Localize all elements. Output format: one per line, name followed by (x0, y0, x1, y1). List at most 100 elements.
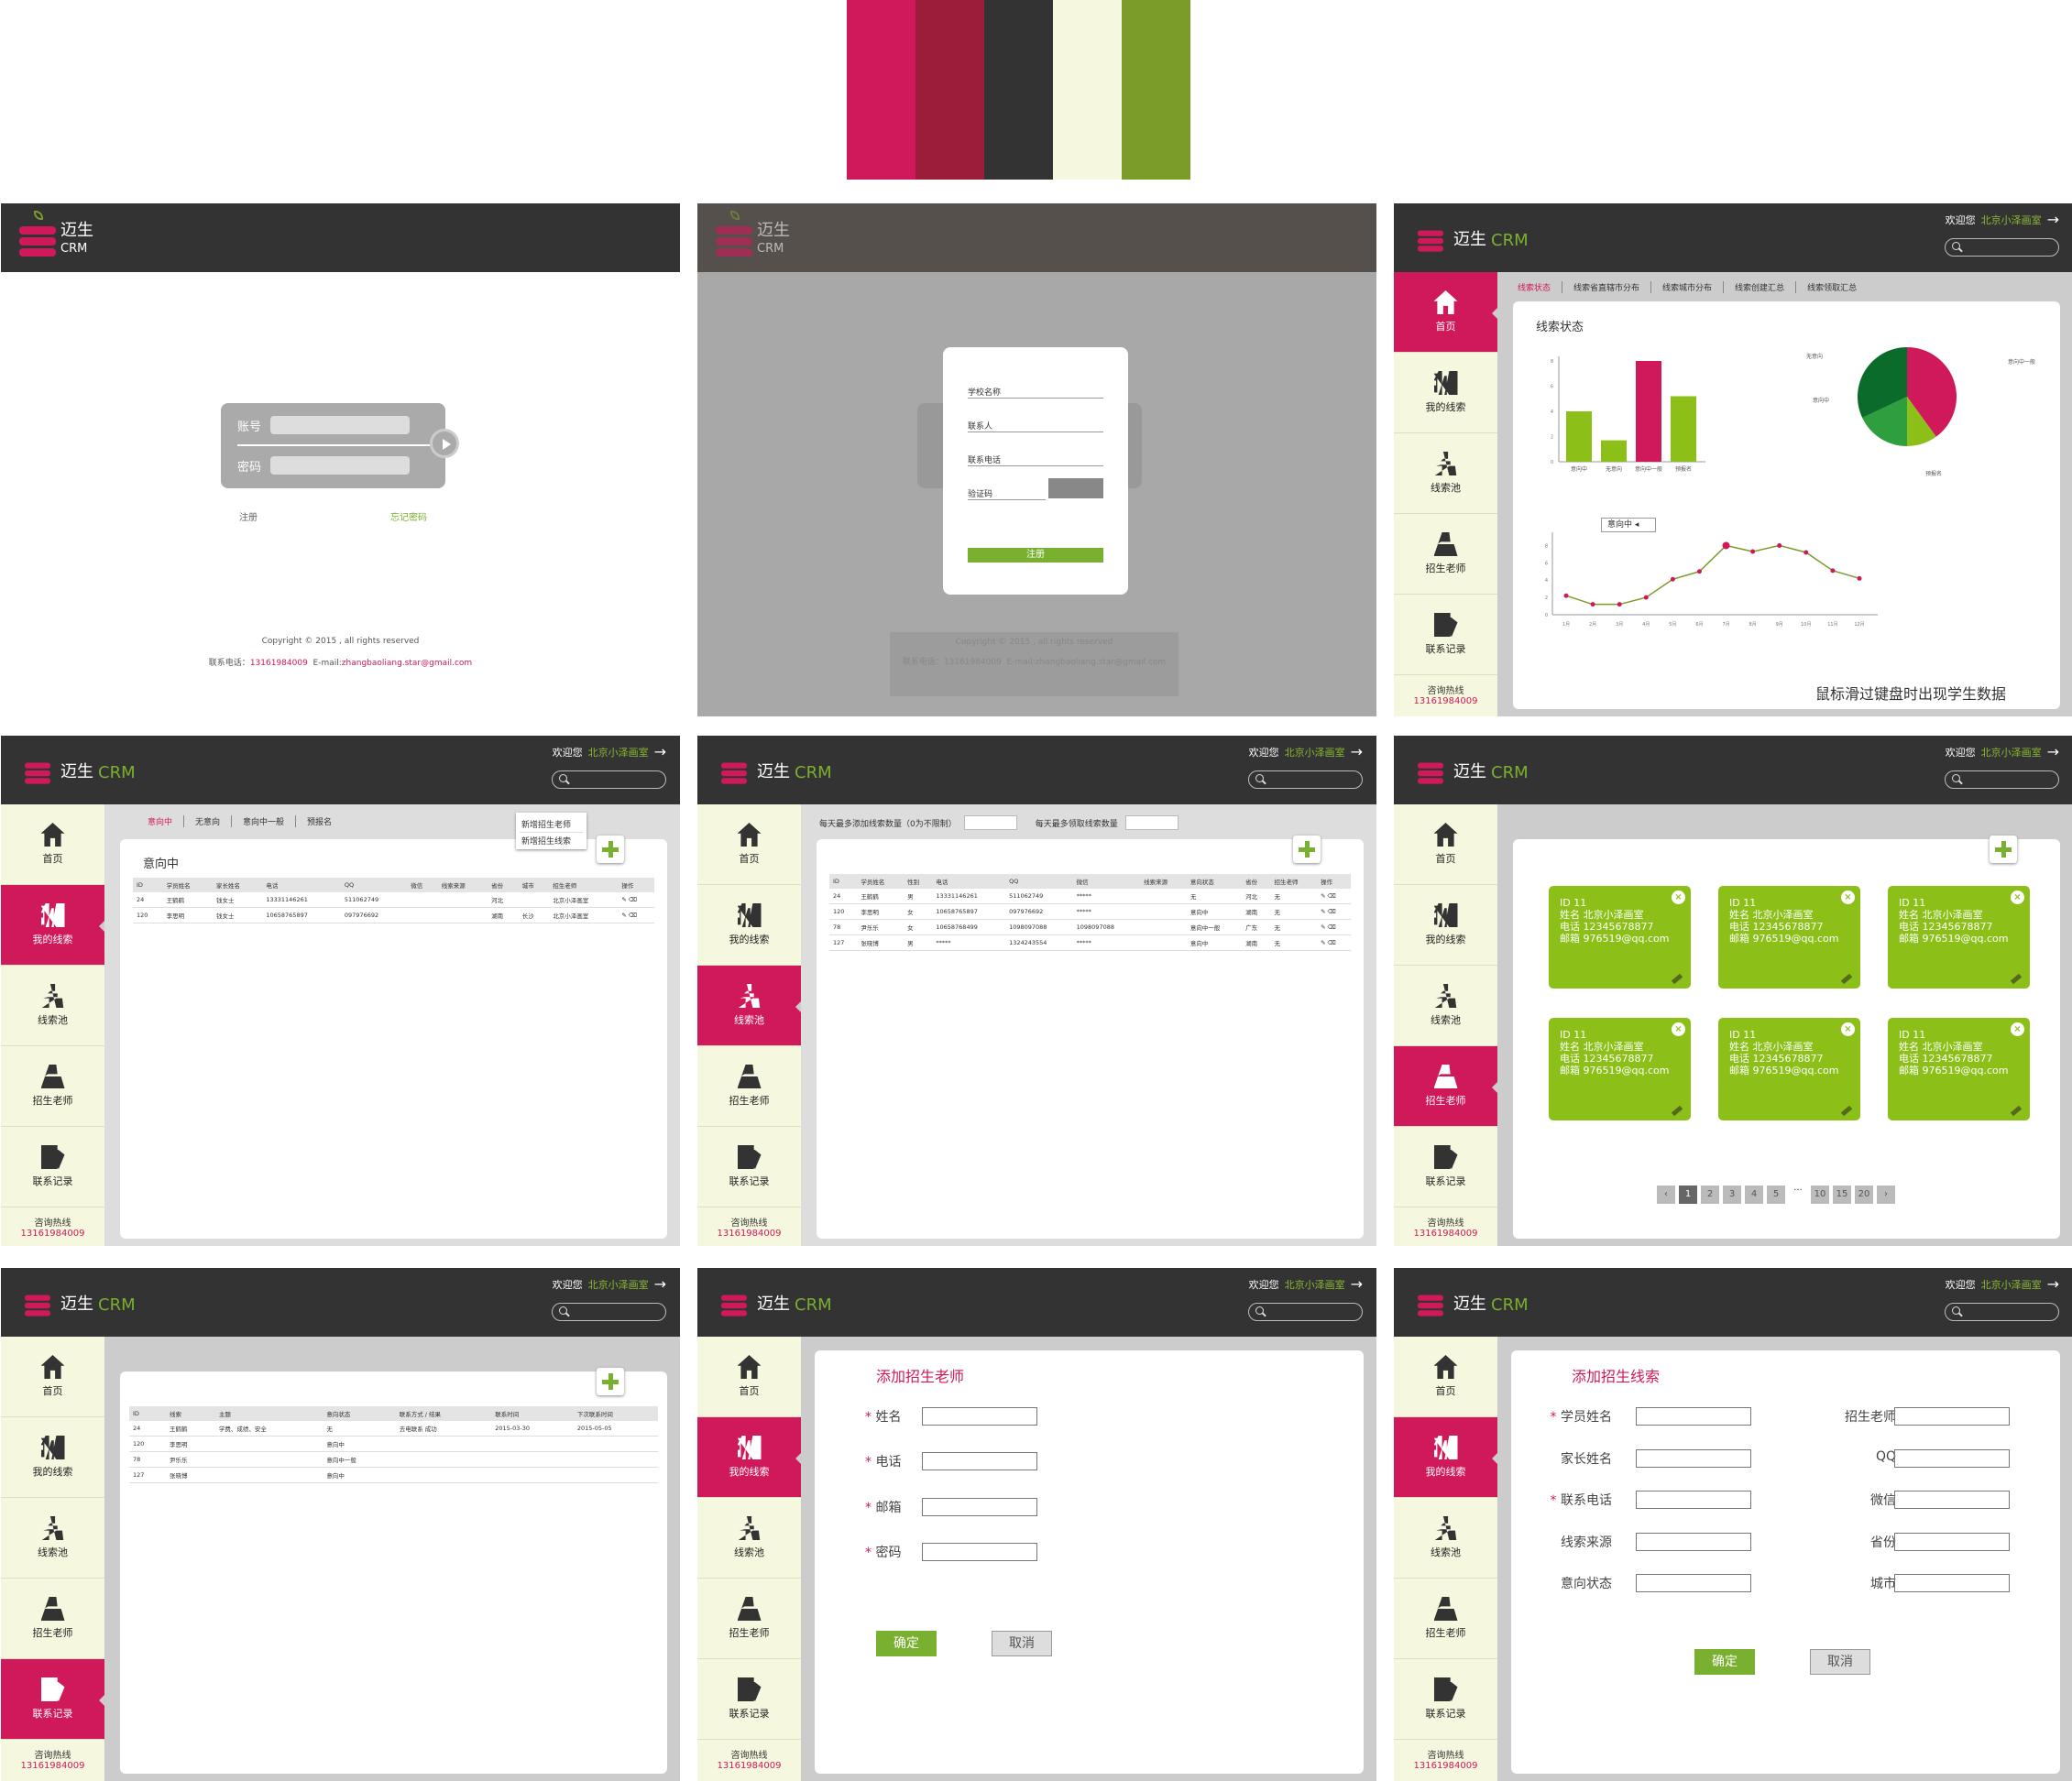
close-icon[interactable]: × (1672, 1022, 1685, 1036)
table-row[interactable]: 127 张晓博男 ***** 1324243554 ***** 意向中 湖南无 ✎ ⌫ (829, 934, 1351, 951)
captcha-image[interactable] (1048, 478, 1103, 498)
teacher-card[interactable]: ID 11 姓名 北京小泽画室 电话 12345678877 邮箱 976519@qq… (1718, 886, 1860, 989)
add-button[interactable] (597, 836, 624, 863)
limit-add-input[interactable] (963, 815, 1017, 830)
nav-teachers[interactable]: 招生老师 (1394, 1579, 1497, 1659)
search-input[interactable] (1945, 238, 2059, 257)
table-row[interactable]: 78 尹乐乐 意向中一般 (129, 1451, 658, 1468)
table-row[interactable]: 120 李思明 钱女士 10658765897 097976692 湖南 长沙 北京小泽画室 ✎… (133, 907, 654, 923)
tab-no-intent[interactable]: 无意向 (184, 815, 233, 827)
nav-home[interactable]: 首页 (1, 804, 104, 885)
clue-field-input[interactable] (1636, 1532, 1751, 1551)
edit-icon[interactable] (2010, 1105, 2023, 1117)
nav-clue-pool[interactable]: 线索池 (1, 966, 104, 1046)
email-input[interactable] (922, 1498, 1037, 1516)
name-input[interactable] (922, 1407, 1037, 1426)
edit-icon[interactable] (1840, 973, 1853, 985)
table-row[interactable]: 24 王鹤鹤男 13331146261 511062749 ***** 无河北无 ✎ ⌫ (829, 889, 1351, 904)
search-input[interactable] (552, 770, 666, 789)
clue-field-input[interactable] (1894, 1491, 2010, 1509)
close-icon[interactable]: × (1672, 890, 1685, 904)
page-10[interactable]: 10 (1811, 1186, 1829, 1204)
phone-input[interactable] (968, 465, 1103, 466)
nav-records[interactable]: 联系记录 (1, 1659, 105, 1740)
nav-teachers[interactable]: 招生老师 (1, 1579, 104, 1659)
nav-my-clues[interactable]: 我的线索 (697, 1417, 802, 1498)
edit-icon[interactable] (1671, 973, 1683, 985)
register-submit-button[interactable]: 注册 (968, 548, 1103, 563)
nav-home[interactable]: 首页 (1394, 804, 1497, 885)
clue-field-input[interactable] (1636, 1491, 1751, 1509)
teacher-card[interactable]: ID 11 姓名 北京小泽画室 电话 12345678877 邮箱 976519@qq… (1718, 1018, 1860, 1120)
tab-city[interactable]: 线索城市分布 (1651, 281, 1725, 293)
logout-icon[interactable]: → (1350, 1275, 1363, 1293)
page-3[interactable]: 3 (1723, 1186, 1741, 1204)
clue-field-input[interactable] (1894, 1448, 2010, 1468)
add-teacher-item[interactable]: 新增招生老师 (521, 821, 572, 830)
confirm-button[interactable]: 确定 (1694, 1649, 1755, 1675)
nav-my-clues[interactable]: 我的线索 (1, 885, 105, 966)
logout-icon[interactable]: → (2046, 211, 2059, 228)
cancel-button[interactable]: 取消 (992, 1631, 1052, 1656)
page-5[interactable]: 5 (1767, 1186, 1785, 1204)
logout-icon[interactable]: → (653, 743, 666, 760)
table-row[interactable]: 120 李思明女 10658765897 097976692 ***** 意向中 湖南无 ✎ … (829, 903, 1351, 920)
next-page-button[interactable]: › (1877, 1186, 1895, 1204)
nav-clue-pool[interactable]: 线索池 (1394, 1498, 1497, 1579)
close-icon[interactable]: × (1841, 890, 1855, 904)
add-clue-item[interactable]: 新增招生线索 (520, 832, 583, 848)
table-row[interactable]: 24 王鹤鹤 学费、成绩、安全无去电联系 成功 2015-03-30 2015-05-0… (129, 1421, 658, 1437)
page-2[interactable]: 2 (1701, 1186, 1719, 1204)
nav-home[interactable]: 首页 (1, 1337, 104, 1417)
clue-field-input[interactable] (1636, 1407, 1751, 1426)
page-15[interactable]: 15 (1833, 1186, 1851, 1204)
clue-field-input[interactable] (1894, 1407, 2010, 1426)
edit-icon[interactable] (1671, 1105, 1683, 1117)
nav-home[interactable]: 首页 (1394, 1337, 1497, 1417)
nav-teachers[interactable]: 招生老师 (1394, 514, 1497, 595)
teacher-card[interactable]: ID 11 姓名 北京小泽画室 电话 12345678877 邮箱 976519@qq… (1549, 886, 1691, 989)
nav-home[interactable]: 首页 (1394, 272, 1498, 353)
clue-field-input[interactable] (1894, 1574, 2010, 1592)
tab-created[interactable]: 线索创建汇总 (1724, 281, 1797, 293)
search-input[interactable] (552, 1303, 666, 1321)
search-input[interactable] (1945, 770, 2059, 789)
close-icon[interactable]: × (1841, 1022, 1855, 1036)
password-input[interactable] (922, 1543, 1037, 1561)
logout-icon[interactable]: → (2046, 743, 2059, 760)
nav-teachers[interactable]: 招生老师 (1394, 1046, 1498, 1127)
table-row[interactable]: 120 李思明 意向中 (129, 1436, 658, 1452)
row-actions[interactable]: ✎ ⌫ (1317, 889, 1351, 904)
row-actions[interactable]: ✎ ⌫ (1317, 919, 1351, 935)
clue-field-input[interactable] (1636, 1574, 1751, 1592)
limit-get-input[interactable] (1124, 815, 1179, 830)
row-actions[interactable]: ✎ ⌫ (618, 892, 654, 908)
nav-records[interactable]: 联系记录 (697, 1659, 801, 1740)
close-icon[interactable]: × (2011, 1022, 2024, 1036)
row-actions[interactable]: ✎ ⌫ (1317, 903, 1351, 920)
teacher-card[interactable]: ID 11 姓名 北京小泽画室 电话 12345678877 邮箱 976519@qq… (1888, 886, 2030, 989)
captcha-input[interactable] (968, 499, 1046, 500)
nav-teachers[interactable]: 招生老师 (697, 1046, 801, 1127)
tab-province[interactable]: 线索省直辖市分布 (1562, 281, 1652, 293)
edit-icon[interactable] (2010, 973, 2023, 985)
nav-records[interactable]: 联系记录 (1394, 1659, 1497, 1740)
search-input[interactable] (1248, 1303, 1363, 1321)
tab-claimed[interactable]: 线索领取汇总 (1807, 284, 1858, 293)
nav-home[interactable]: 首页 (697, 1337, 801, 1417)
cancel-button[interactable]: 取消 (1810, 1649, 1870, 1675)
clue-field-input[interactable] (1894, 1532, 2010, 1551)
nav-home[interactable]: 首页 (697, 804, 801, 885)
table-row[interactable]: 24 王鹤鹤 钱女士 13331146261 511062749 河北 北京小泽画室 ✎ ⌫ (133, 892, 654, 908)
table-row[interactable]: 127 张晓博 意向中 (129, 1467, 658, 1483)
nav-clue-pool[interactable]: 线索池 (697, 1498, 801, 1579)
nav-my-clues[interactable]: 我的线索 (1394, 885, 1497, 966)
row-actions[interactable]: ✎ ⌫ (618, 907, 654, 923)
nav-clue-pool[interactable]: 线索池 (697, 966, 802, 1046)
prev-page-button[interactable]: ‹ (1657, 1186, 1675, 1204)
nav-clue-pool[interactable]: 线索池 (1394, 966, 1497, 1046)
search-input[interactable] (1248, 770, 1363, 789)
nav-my-clues[interactable]: 我的线索 (1394, 353, 1497, 433)
register-link[interactable]: 注册 (239, 513, 258, 523)
edit-icon[interactable] (1840, 1105, 1853, 1117)
